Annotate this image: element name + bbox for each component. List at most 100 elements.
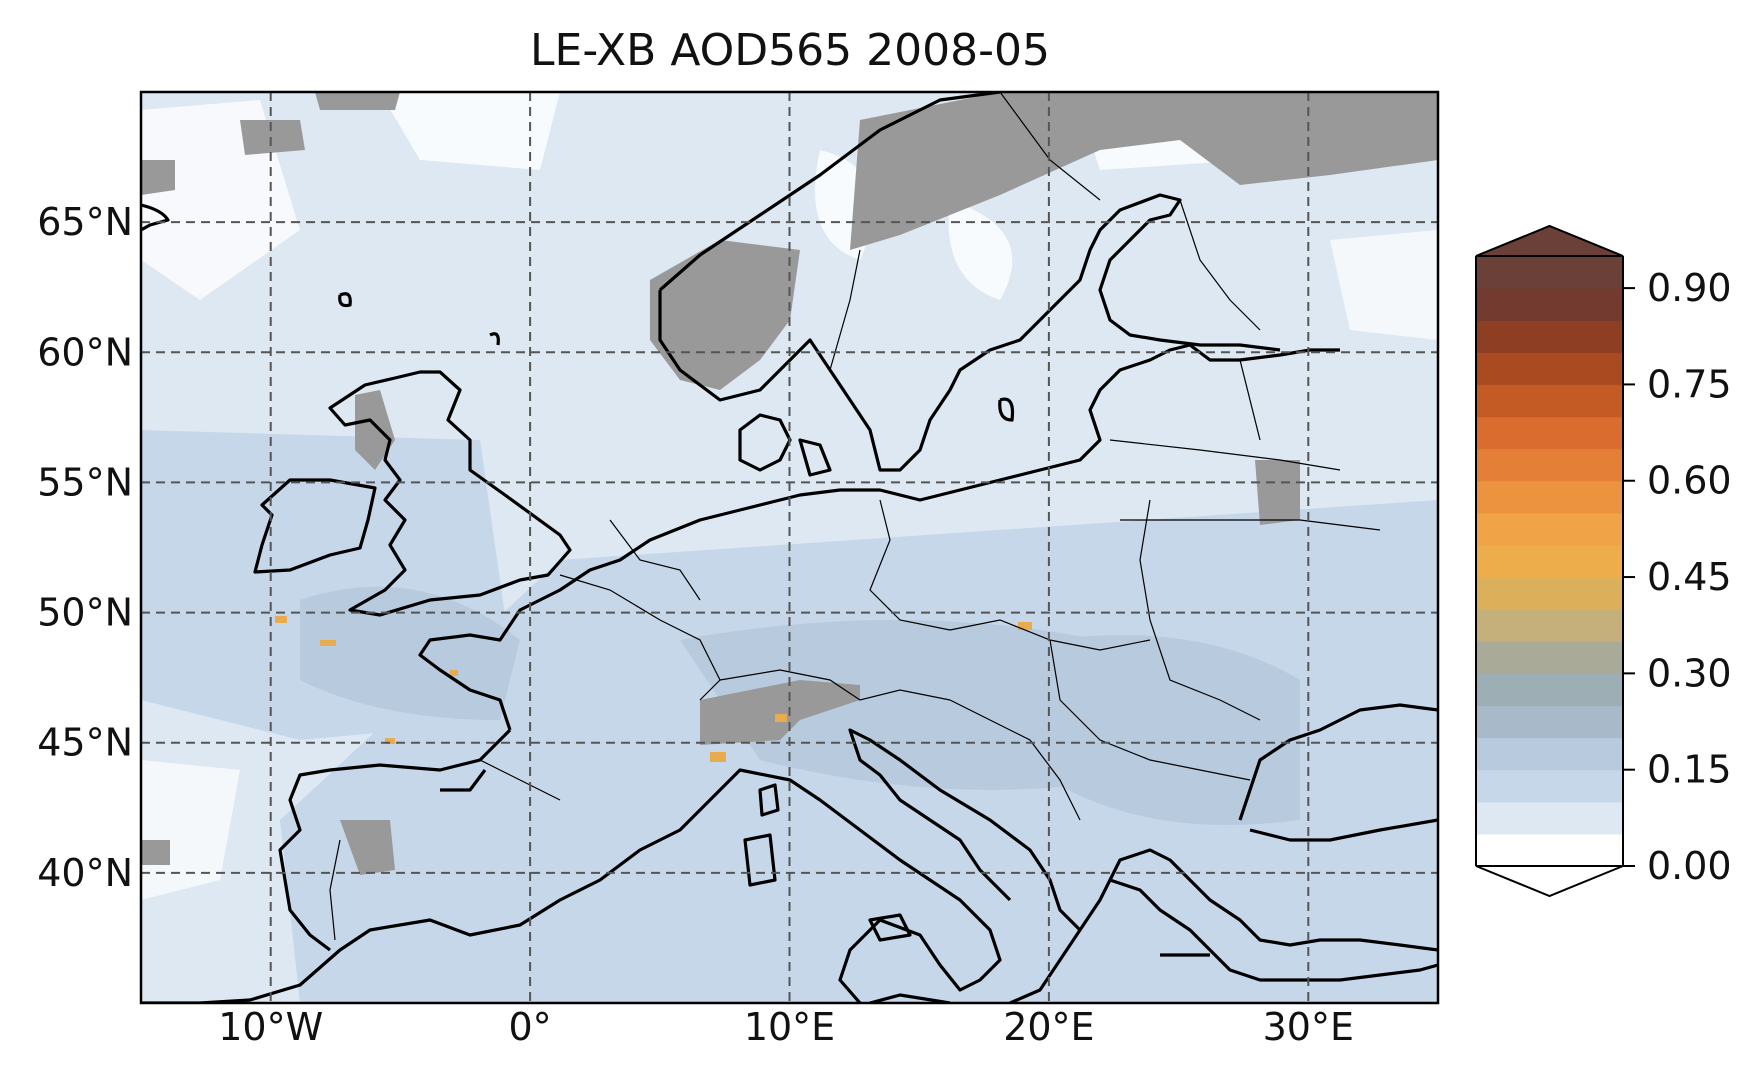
map-title: LE-XB AOD565 2008-05	[530, 25, 1050, 76]
colorbar-tick-label: 0.60	[1647, 459, 1732, 503]
coastline-iberia	[278, 728, 512, 952]
border-8	[1239, 359, 1261, 441]
lat-label: 50°N	[37, 591, 133, 635]
colorbar-segment	[1476, 769, 1623, 803]
coastline-great-britain	[328, 370, 572, 617]
map-area	[141, 92, 1438, 1003]
border-12	[1179, 199, 1261, 331]
colorbar-tick-label: 0.75	[1647, 362, 1732, 406]
map-frame	[139, 90, 1440, 1005]
lon-label: 10°W	[218, 1005, 323, 1049]
colorbar-segment	[1476, 288, 1623, 321]
missing-iberia	[340, 820, 395, 875]
border-2	[609, 519, 701, 601]
aod-region-low-6	[1330, 230, 1438, 340]
colorbar-segment	[1476, 833, 1623, 867]
elevated-aod-spot-3	[775, 714, 787, 722]
coastline-black-sea	[1238, 703, 1438, 842]
border-9	[1120, 519, 1381, 531]
elevated-aod-spot-2	[1018, 622, 1032, 630]
colorbar-extend-max	[1475, 224, 1624, 257]
border-14	[829, 249, 861, 371]
border-1	[559, 574, 721, 701]
aod-region-eastern	[1050, 635, 1300, 825]
border-3	[719, 669, 951, 701]
coastline-scandinavia	[658, 92, 1281, 472]
colorbar-segment	[1476, 737, 1623, 771]
missing-east	[1255, 460, 1300, 525]
coastline-ireland	[253, 478, 377, 574]
colorbar-tick-label: 0.90	[1647, 266, 1732, 310]
coastline-corsica-sardinia	[743, 783, 780, 887]
aod-region-low-1	[380, 92, 560, 170]
colorbar-segment	[1476, 416, 1623, 450]
border-13	[999, 92, 1101, 201]
coastline-denmark	[738, 413, 832, 477]
colorbar	[1475, 224, 1624, 898]
colorbar-tick-label: 0.00	[1647, 844, 1732, 888]
elevated-aod-spots	[275, 616, 1032, 762]
colorbar-tick-label: 0.45	[1647, 555, 1732, 599]
latitude-labels: 40°N 45°N 50°N 55°N 60°N 65°N	[37, 200, 133, 895]
colorbar-extend-min	[1475, 865, 1624, 898]
coastline-shetland	[489, 332, 500, 346]
border-15	[329, 839, 341, 941]
coastline-faroe	[338, 292, 352, 308]
colorbar-ticks: 0.00 0.15 0.30 0.45 0.60 0.75 0.90	[1623, 266, 1732, 888]
colorbar-tick-label: 0.15	[1647, 748, 1732, 792]
lon-label: 20°E	[1003, 1005, 1094, 1049]
colorbar-outline	[1475, 256, 1624, 866]
missing-scandinavia-north	[850, 92, 1438, 250]
elevated-aod-spot-7	[385, 738, 395, 744]
lon-label: 30°E	[1263, 1005, 1354, 1049]
border-4	[869, 499, 951, 631]
colorbar-segment	[1476, 352, 1623, 386]
elevated-aod-spot-4	[710, 752, 726, 762]
missing-atlantic-2	[141, 840, 170, 865]
colorbar-tick-label: 0.30	[1647, 651, 1732, 695]
lat-label: 65°N	[37, 200, 133, 244]
lat-label: 60°N	[37, 330, 133, 374]
coastline-sicily	[868, 913, 912, 942]
missing-north-sea	[240, 120, 305, 155]
elevated-aod-spot-5	[450, 670, 458, 676]
colorbar-segment	[1476, 609, 1623, 642]
colorbar-segment	[1476, 705, 1623, 739]
aod-region-low-4	[948, 200, 1013, 300]
longitude-labels: 10°W 0° 10°E 20°E 30°E	[218, 1005, 1354, 1049]
border-11	[1049, 639, 1251, 781]
lon-label: 10°E	[744, 1005, 835, 1049]
border-6	[1139, 499, 1261, 721]
colorbar-segment	[1476, 544, 1623, 578]
border-10	[949, 699, 1081, 821]
coastline-western-europe	[418, 343, 1340, 731]
border-7	[1109, 439, 1341, 471]
lat-label: 40°N	[37, 851, 133, 895]
colorbar-segment	[1476, 801, 1623, 835]
elevated-aod-spot-6	[320, 640, 336, 646]
missing-pole	[315, 92, 400, 110]
lat-label: 45°N	[37, 721, 133, 765]
elevated-aod-spot-1	[275, 616, 287, 623]
coastlines	[141, 92, 1438, 1003]
coastline-balkans-aegean	[1108, 848, 1438, 952]
lat-label: 55°N	[37, 460, 133, 504]
colorbar-segment	[1476, 512, 1623, 546]
country-borders	[329, 92, 1381, 941]
colorbar-segment	[1476, 641, 1623, 674]
colorbar-segment	[1476, 256, 1623, 289]
colorbar-segment	[1476, 673, 1623, 707]
lon-label: 0°	[509, 1005, 552, 1049]
gridlines	[141, 92, 1438, 1003]
colorbar-segment	[1476, 320, 1623, 353]
missing-alps	[700, 680, 860, 745]
colorbar-segment	[1476, 480, 1623, 514]
missing-atlantic-1	[141, 160, 175, 195]
coastline-gotland	[998, 397, 1015, 422]
coastline-italy-adriatic	[848, 728, 1082, 932]
colorbar-segment	[1476, 577, 1623, 610]
coastline-continent	[141, 768, 1438, 1003]
colorbar-segment	[1476, 384, 1623, 418]
coastline-iceland-edge	[141, 203, 170, 232]
